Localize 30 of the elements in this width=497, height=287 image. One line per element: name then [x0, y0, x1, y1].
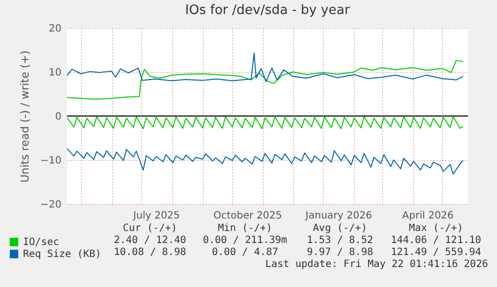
text: 2.40 / 12.40 [114, 235, 186, 246]
y-tick-label: −10 [40, 156, 62, 166]
chart-title: IOs for /dev/sda - by year [185, 3, 351, 18]
text: Cur (-/+) [122, 223, 178, 234]
text: 9.97 / 8.98 [306, 247, 374, 258]
y-tick-label: 10 [48, 68, 62, 78]
legend-label: IO/sec [23, 237, 60, 248]
text: 0.00 / 4.87 [212, 247, 278, 258]
text: 1.53 / 8.52 [306, 235, 374, 246]
line-series [67, 148, 464, 175]
text: Avg (-/+) [312, 223, 368, 234]
text: 0.00 / 211.39m [202, 235, 288, 246]
line-series [67, 116, 464, 130]
line-series [67, 52, 464, 82]
x-tick-label: July 2025 [132, 210, 180, 222]
y-tick-label: 0 [55, 112, 62, 122]
text: Max (-/+) [408, 223, 464, 234]
x-tick-label: October 2025 [213, 210, 282, 222]
line-series [67, 60, 464, 100]
x-tick-label: January 2026 [304, 210, 372, 222]
text: 121.49 / 559.94 [390, 247, 482, 258]
legend-label: Req Size (KB) [23, 249, 102, 260]
y-axis-title: Units read (-) / write (+) [18, 50, 32, 183]
y-tick-label: −20 [40, 200, 62, 210]
text: 144.06 / 121.10 [390, 235, 482, 246]
y-tick-label: 20 [48, 24, 62, 34]
text: Last update: Fri May 22 01:41:16 2026 [265, 259, 488, 270]
text: 10.08 / 8.98 [114, 247, 186, 258]
text: Min (-/+) [218, 223, 272, 234]
x-tick-label: April 2026 [402, 210, 454, 222]
